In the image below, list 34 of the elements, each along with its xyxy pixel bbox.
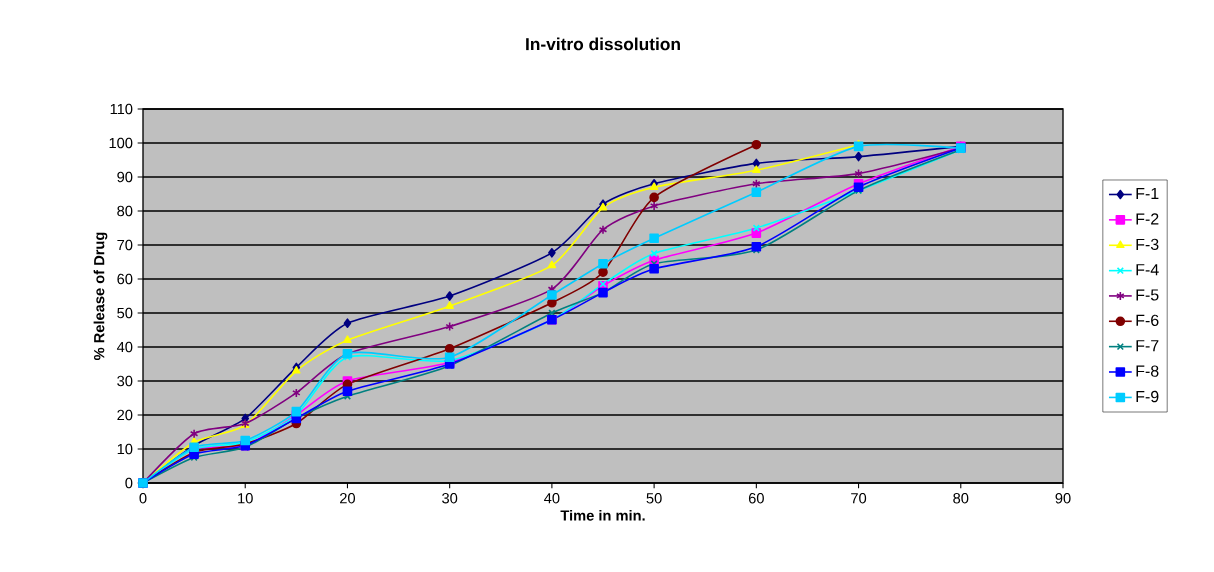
y-axis-title: % Release of Drug bbox=[93, 232, 108, 361]
x-tick-label: 50 bbox=[646, 493, 662, 504]
legend-label: F-6 bbox=[1136, 314, 1159, 327]
x-tick-label: 60 bbox=[748, 493, 764, 504]
x-tick-label: 70 bbox=[851, 493, 867, 504]
y-tick-label: 50 bbox=[117, 307, 133, 319]
legend-label: F-1 bbox=[1136, 188, 1159, 199]
y-tick-label: 110 bbox=[110, 103, 133, 115]
legend-label: F-4 bbox=[1136, 264, 1159, 276]
y-tick-label: 20 bbox=[117, 409, 133, 421]
x-tick-label: 0 bbox=[139, 493, 147, 504]
y-tick-label: 10 bbox=[117, 443, 133, 455]
legend-label: F-5 bbox=[1136, 289, 1159, 301]
y-tick-label: 80 bbox=[117, 205, 133, 217]
x-tick-label: 80 bbox=[953, 493, 969, 504]
chart-title: In-vitro dissolution bbox=[526, 37, 680, 51]
x-tick-label: 40 bbox=[544, 493, 560, 504]
legend-label: F-2 bbox=[1136, 213, 1159, 225]
legend-label: F-8 bbox=[1136, 365, 1159, 377]
y-tick-label: 0 bbox=[125, 477, 133, 489]
legend-label: F-3 bbox=[1136, 238, 1159, 251]
x-tick-label: 30 bbox=[442, 493, 458, 504]
y-tick-label: 60 bbox=[117, 273, 133, 285]
legend-label: F-9 bbox=[1136, 390, 1159, 403]
x-tick-label: 10 bbox=[238, 493, 253, 504]
x-axis-title: Time in min. bbox=[560, 509, 645, 521]
x-tick-label: 20 bbox=[340, 493, 356, 504]
y-tick-label: 40 bbox=[116, 341, 133, 353]
y-tick-label: 30 bbox=[117, 375, 133, 387]
y-tick-label: 70 bbox=[117, 239, 133, 251]
x-tick-label: 90 bbox=[1055, 493, 1071, 504]
legend-label: F-7 bbox=[1136, 340, 1159, 352]
y-tick-label: 100 bbox=[109, 137, 133, 149]
y-tick-label: 90 bbox=[117, 171, 133, 183]
